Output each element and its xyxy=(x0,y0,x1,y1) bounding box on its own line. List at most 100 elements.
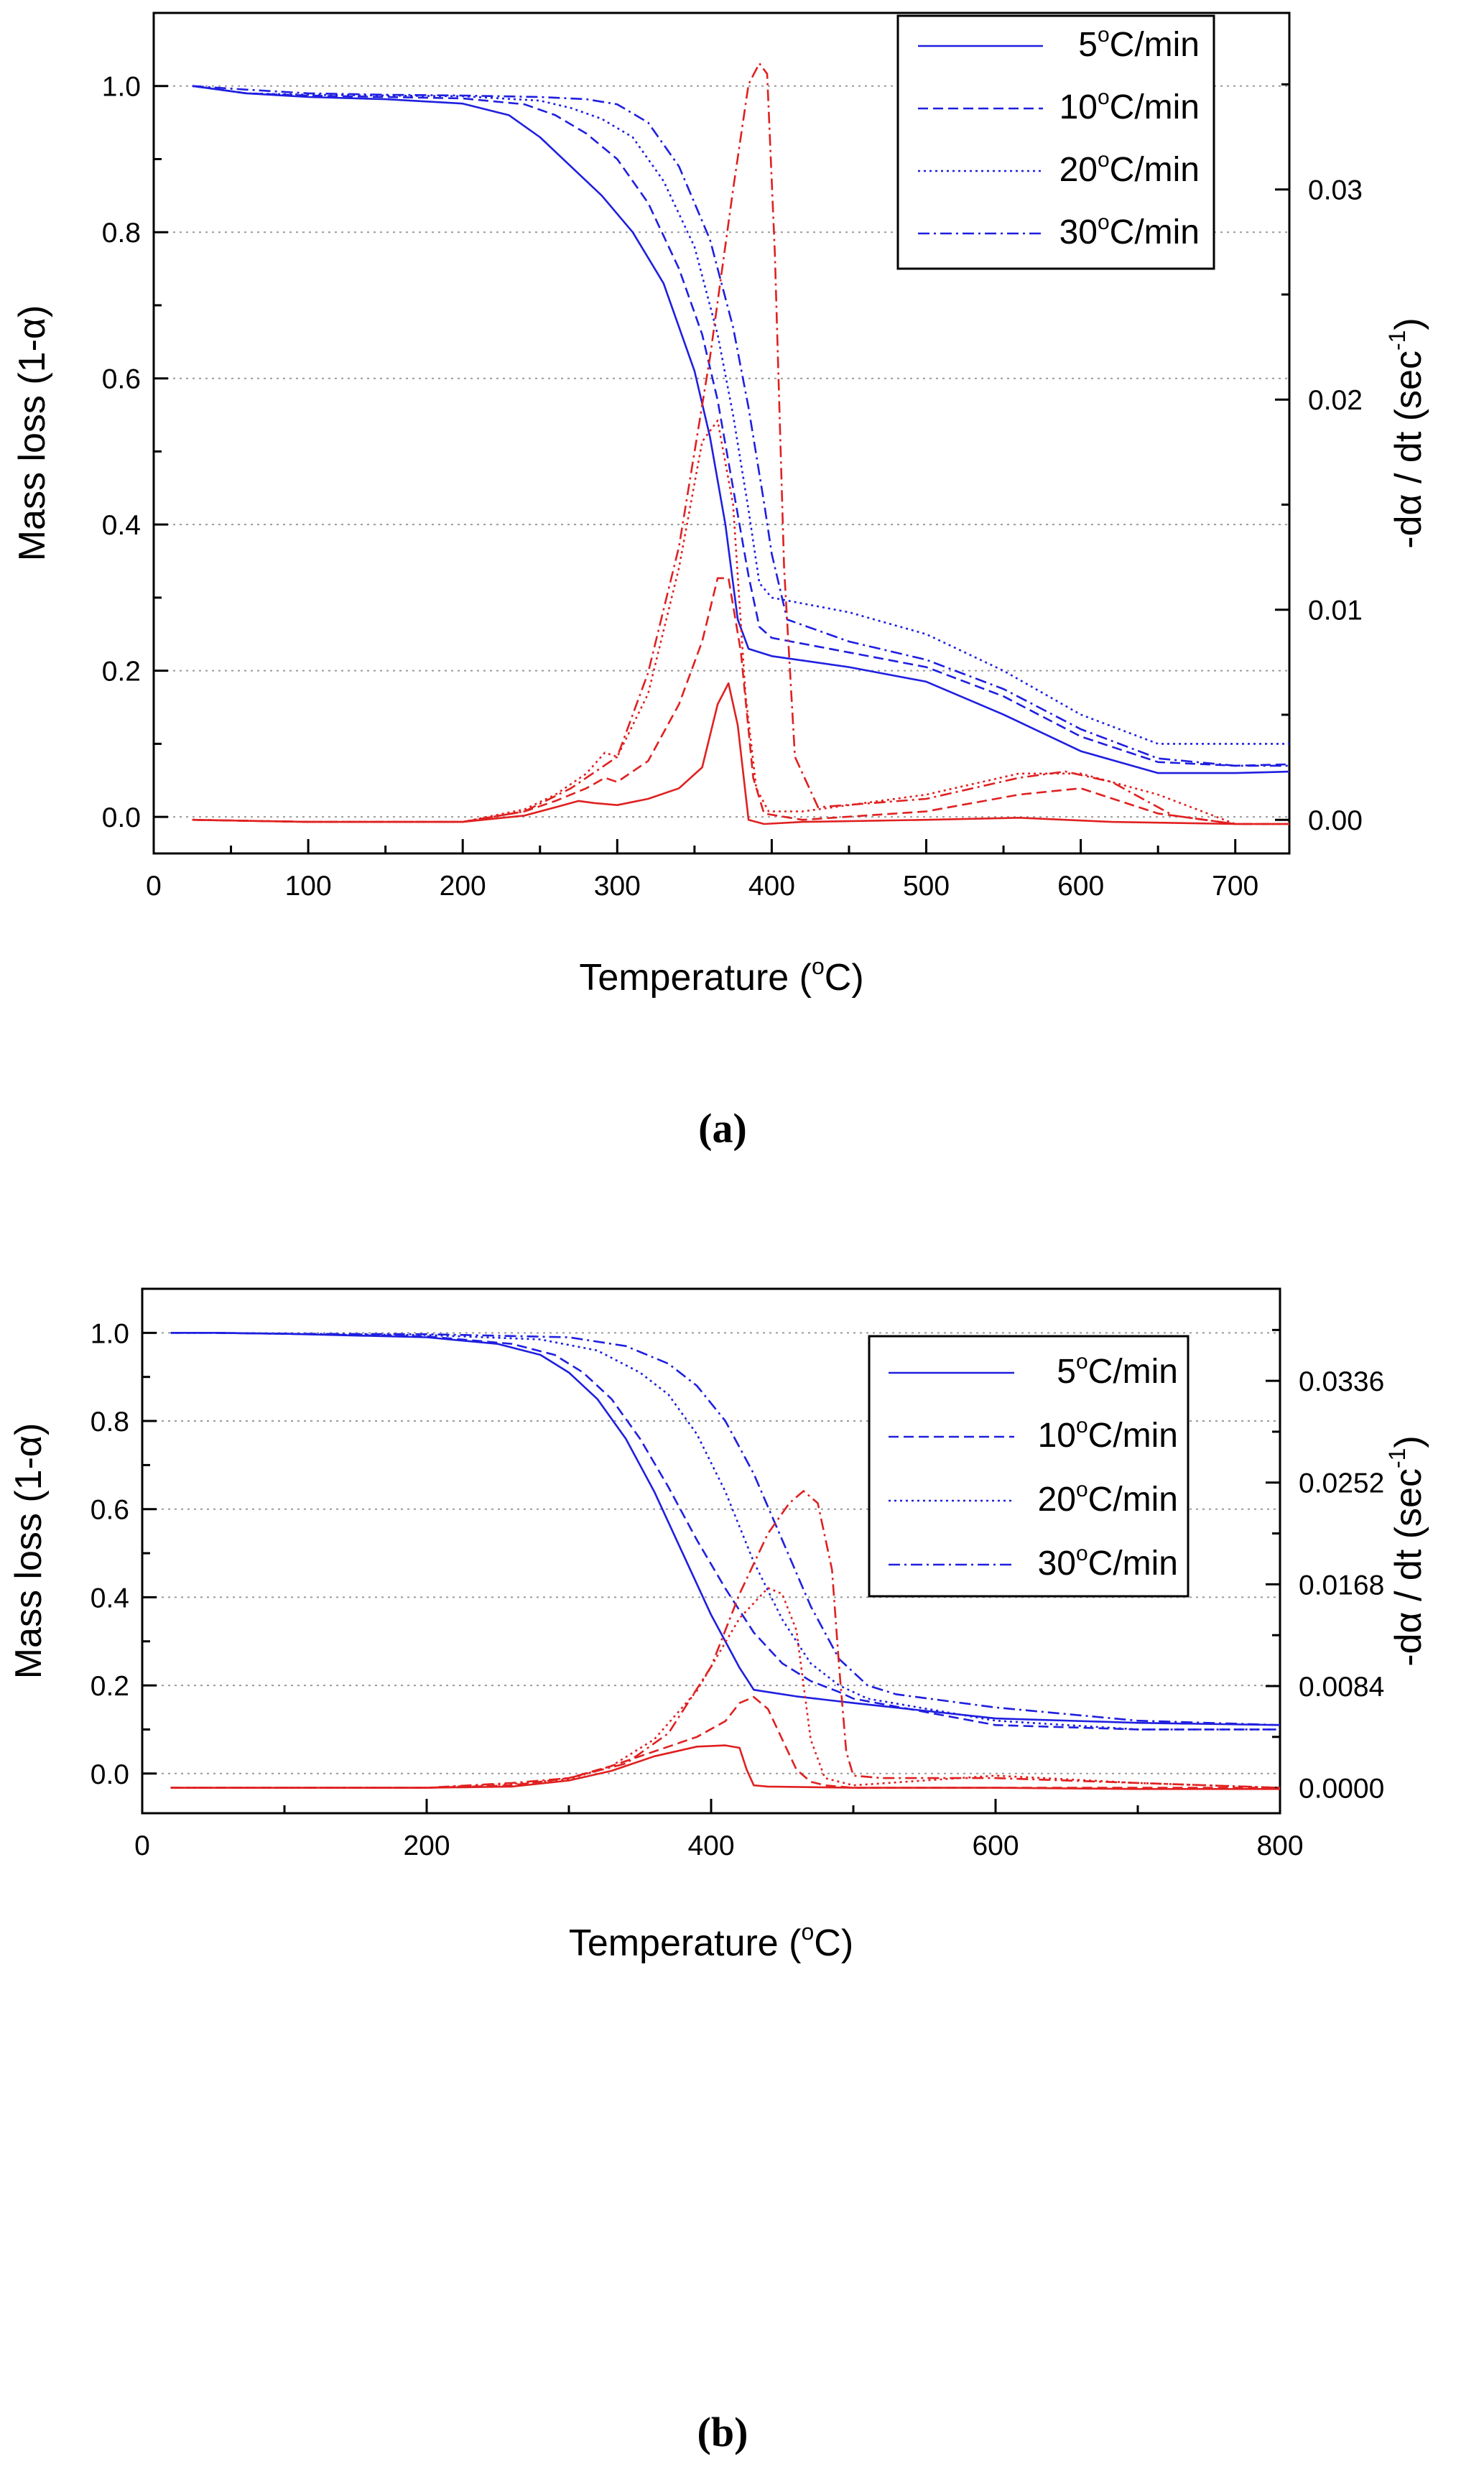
plot-frame xyxy=(152,11,1291,855)
legend-label-20c-per-min: 20oC/min xyxy=(1059,148,1200,189)
legend-label-unit: C/min xyxy=(1088,1481,1178,1519)
legend-label-value: 20 xyxy=(1038,1481,1076,1519)
degree-symbol: o xyxy=(1098,23,1110,47)
y-right-axis-title-end: ) xyxy=(1388,1435,1429,1448)
rate-line-20c-per-min xyxy=(170,1587,1280,1789)
y-right-tick-label: 0.03 xyxy=(1308,175,1363,206)
legend-label-value: 5 xyxy=(1078,26,1098,64)
y-tick-label: 0.6 xyxy=(102,364,141,395)
y-axis-title: Mass loss (1-α) xyxy=(8,1423,50,1680)
series-layer xyxy=(170,1332,1280,1790)
x-axis-title-unit: C) xyxy=(814,1922,853,1964)
legend-label-10c-per-min: 10oC/min xyxy=(1038,1414,1178,1455)
degree-symbol: o xyxy=(802,1919,815,1945)
legend-label-value: 10 xyxy=(1038,1417,1076,1455)
degree-symbol: o xyxy=(1098,85,1110,109)
y-tick-label: 0.2 xyxy=(102,657,141,687)
rate-line-10c-per-min xyxy=(192,577,1289,825)
legend-label-unit: C/min xyxy=(1110,213,1200,251)
y-right-tick-label: 0.0000 xyxy=(1299,1774,1384,1805)
degree-symbol: o xyxy=(1098,148,1110,172)
legend-label-20c-per-min: 20oC/min xyxy=(1038,1478,1178,1519)
y-tick-label: 0.0 xyxy=(102,802,141,833)
x-tick-label: 200 xyxy=(403,1830,450,1861)
rate-line-5c-per-min xyxy=(170,1744,1280,1790)
x-tick-label: 800 xyxy=(1256,1830,1303,1861)
chart-panel-b: 0 200 400 600 800 0.0 0.2 0.4 0.6 0.8 1.0 0.0000 0.0… xyxy=(8,1287,1429,2455)
mass-loss-line-10c-per-min xyxy=(192,85,1289,767)
mass-loss-line-5c-per-min xyxy=(170,1332,1280,1726)
y-right-axis-title-end: ) xyxy=(1388,318,1429,330)
y-tick-label: 0.6 xyxy=(91,1495,129,1526)
x-tick-label: 0 xyxy=(146,871,162,902)
legend-box xyxy=(868,1335,1189,1598)
degree-symbol: o xyxy=(1076,1414,1088,1437)
x-tick-label: 500 xyxy=(903,871,950,902)
x-tick-label: 400 xyxy=(687,1830,734,1861)
legend-box xyxy=(896,14,1215,270)
y-tick-label: 0.2 xyxy=(91,1671,129,1702)
legend-label-5c-per-min: 5oC/min xyxy=(1057,1350,1178,1391)
x-tick-label: 0 xyxy=(134,1830,150,1861)
x-tick-label: 600 xyxy=(1057,871,1104,902)
y-tick-label: 0.4 xyxy=(102,510,141,541)
x-axis-title: Temperature (oC) xyxy=(569,1919,853,1964)
chart-panel-a: 0 100 200 300 400 500 600 700 0.0 0.2 0.4 0.6 0.8 1.0… xyxy=(11,11,1429,1152)
y-right-axis-title-text: -dα / dt (sec xyxy=(1388,1468,1429,1667)
legend-label-unit: C/min xyxy=(1110,26,1200,64)
degree-symbol: o xyxy=(1076,1350,1088,1374)
rate-line-30c-per-min xyxy=(170,1490,1280,1789)
legend-label-30c-per-min: 30oC/min xyxy=(1038,1542,1178,1583)
y-right-axis-title-sup: -1 xyxy=(1384,330,1410,351)
mass-loss-line-10c-per-min xyxy=(170,1332,1280,1731)
y-tick-label: 0.0 xyxy=(91,1759,129,1790)
y-right-tick-label: 0.01 xyxy=(1308,596,1363,626)
mass-loss-line-30c-per-min xyxy=(192,85,1289,767)
x-tick-label: 100 xyxy=(285,871,332,902)
series-layer xyxy=(192,62,1289,825)
x-axis-title: Temperature (oC) xyxy=(579,953,863,999)
legend-label-30c-per-min: 30oC/min xyxy=(1059,210,1200,251)
x-tick-label: 600 xyxy=(972,1830,1019,1861)
y-tick-label: 0.4 xyxy=(91,1583,129,1613)
x-tick-label: 300 xyxy=(594,871,641,902)
legend-label-unit: C/min xyxy=(1110,88,1200,126)
legend-label-10c-per-min: 10oC/min xyxy=(1059,85,1200,126)
panel-label: (b) xyxy=(697,2409,748,2455)
y-tick-label: 0.8 xyxy=(102,218,141,249)
x-axis-title-unit: C) xyxy=(825,957,864,999)
x-tick-label: 200 xyxy=(440,871,486,902)
legend-label-value: 20 xyxy=(1059,151,1098,189)
y-axis-title: Mass loss (1-α) xyxy=(11,305,53,562)
x-tick-label: 400 xyxy=(748,871,795,902)
legend-label-unit: C/min xyxy=(1110,151,1200,189)
legend-label-value: 30 xyxy=(1059,213,1098,251)
y-right-tick-label: 0.0168 xyxy=(1299,1570,1384,1601)
legend-label-value: 5 xyxy=(1057,1353,1076,1391)
y-right-axis-title-sup: -1 xyxy=(1384,1448,1410,1468)
y-right-tick-label: 0.02 xyxy=(1308,385,1363,416)
rate-line-5c-per-min xyxy=(192,682,1289,825)
y-right-tick-label: 0.0252 xyxy=(1299,1468,1384,1499)
legend-label-unit: C/min xyxy=(1088,1353,1178,1391)
legend-label-unit: C/min xyxy=(1088,1545,1178,1583)
y-tick-label: 1.0 xyxy=(102,72,141,103)
y-tick-label: 1.0 xyxy=(91,1318,129,1349)
y-right-tick-label: 0.0336 xyxy=(1299,1366,1384,1397)
legend-label-unit: C/min xyxy=(1088,1417,1178,1455)
y-right-axis-title: -dα / dt (sec-1) xyxy=(1384,1435,1429,1666)
rate-line-20c-per-min xyxy=(192,420,1289,825)
mass-loss-line-30c-per-min xyxy=(170,1332,1280,1726)
degree-symbol: o xyxy=(1076,1542,1088,1565)
legend-label-value: 30 xyxy=(1038,1545,1076,1583)
mass-loss-line-20c-per-min xyxy=(170,1332,1280,1731)
degree-symbol: o xyxy=(812,953,825,979)
y-right-tick-label: 0.00 xyxy=(1308,805,1363,836)
panel-label: (a) xyxy=(698,1105,747,1152)
y-right-axis-title-text: -dα / dt (sec xyxy=(1388,351,1429,549)
x-axis-title-text: Temperature ( xyxy=(579,957,812,999)
x-tick-label: 700 xyxy=(1212,871,1258,902)
